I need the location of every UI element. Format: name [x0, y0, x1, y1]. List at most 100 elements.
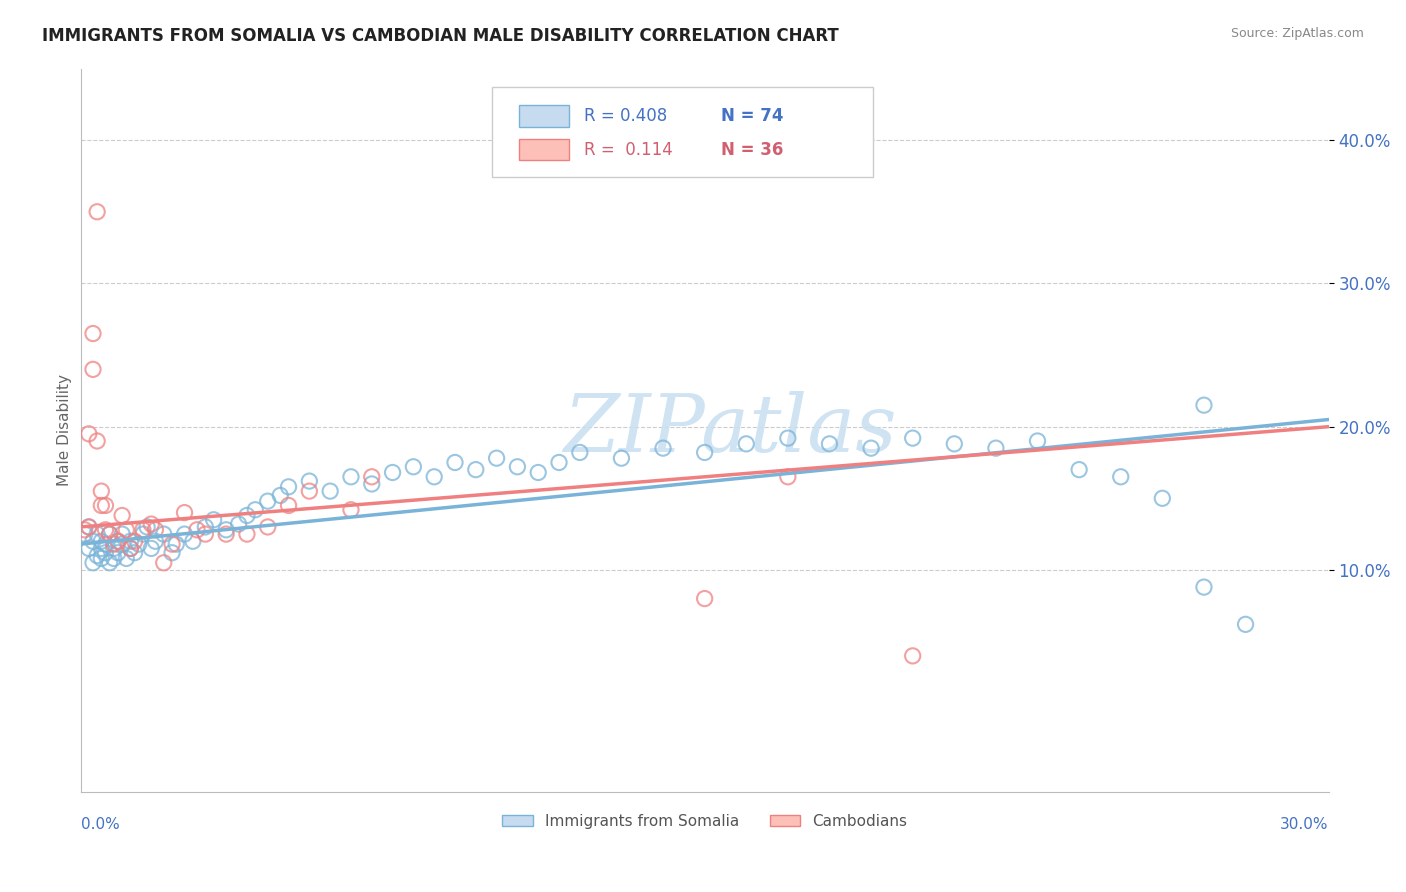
Point — [107, 534, 129, 549]
Point — [124, 546, 146, 560]
Point — [82, 326, 104, 341]
Point — [77, 520, 100, 534]
Point — [107, 534, 129, 549]
Point — [90, 534, 112, 549]
Point — [548, 455, 571, 469]
Point — [145, 534, 167, 549]
Point — [360, 477, 382, 491]
Point — [120, 541, 142, 556]
Point — [1026, 434, 1049, 448]
Point — [1069, 462, 1091, 476]
Point — [82, 534, 104, 549]
Point — [128, 537, 150, 551]
Point — [115, 551, 138, 566]
Point — [103, 541, 125, 556]
Point — [202, 513, 225, 527]
Y-axis label: Male Disability: Male Disability — [58, 375, 72, 486]
Text: N = 74: N = 74 — [721, 107, 783, 125]
Point — [77, 426, 100, 441]
Legend: Immigrants from Somalia, Cambodians: Immigrants from Somalia, Cambodians — [496, 808, 914, 835]
Point — [1192, 398, 1215, 412]
Point — [236, 508, 259, 523]
Point — [77, 541, 100, 556]
Point — [132, 527, 155, 541]
Point — [693, 591, 716, 606]
Point — [402, 459, 425, 474]
Point — [485, 451, 508, 466]
Point — [152, 527, 174, 541]
Point — [90, 499, 112, 513]
Text: R = 0.408: R = 0.408 — [583, 107, 666, 125]
Point — [901, 648, 924, 663]
Point — [984, 441, 1007, 455]
Point — [693, 445, 716, 459]
Point — [652, 441, 675, 455]
Point — [298, 474, 321, 488]
Point — [1234, 617, 1257, 632]
Point — [194, 520, 217, 534]
Point — [77, 520, 100, 534]
Point — [735, 437, 758, 451]
Point — [82, 556, 104, 570]
Point — [610, 451, 633, 466]
Point — [527, 466, 550, 480]
FancyBboxPatch shape — [519, 105, 568, 128]
Point — [111, 508, 134, 523]
Point — [256, 520, 278, 534]
Point — [256, 494, 278, 508]
Point — [160, 537, 183, 551]
Text: Source: ZipAtlas.com: Source: ZipAtlas.com — [1230, 27, 1364, 40]
Point — [82, 362, 104, 376]
Point — [181, 534, 204, 549]
Point — [94, 537, 117, 551]
Point — [1109, 470, 1132, 484]
Point — [298, 484, 321, 499]
Point — [94, 546, 117, 560]
Point — [90, 541, 112, 556]
Text: 30.0%: 30.0% — [1281, 817, 1329, 832]
Point — [141, 517, 163, 532]
Point — [145, 523, 167, 537]
Point — [464, 462, 486, 476]
FancyBboxPatch shape — [519, 138, 568, 161]
Point — [568, 445, 591, 459]
Point — [277, 499, 299, 513]
Point — [124, 534, 146, 549]
Point — [215, 527, 238, 541]
Point — [381, 466, 404, 480]
Point — [186, 523, 208, 537]
Point — [860, 441, 883, 455]
Point — [236, 527, 259, 541]
Point — [1152, 491, 1174, 506]
Point — [245, 502, 267, 516]
Point — [120, 541, 142, 556]
Point — [215, 523, 238, 537]
Point — [94, 523, 117, 537]
Point — [73, 527, 96, 541]
Point — [111, 527, 134, 541]
Point — [115, 523, 138, 537]
Point — [90, 551, 112, 566]
Point — [943, 437, 966, 451]
Point — [818, 437, 841, 451]
Point — [277, 480, 299, 494]
Point — [173, 506, 195, 520]
Text: N = 36: N = 36 — [721, 141, 783, 159]
Point — [111, 537, 134, 551]
Text: IMMIGRANTS FROM SOMALIA VS CAMBODIAN MALE DISABILITY CORRELATION CHART: IMMIGRANTS FROM SOMALIA VS CAMBODIAN MAL… — [42, 27, 839, 45]
Point — [73, 523, 96, 537]
Point — [423, 470, 446, 484]
FancyBboxPatch shape — [492, 87, 873, 177]
Point — [160, 546, 183, 560]
Point — [901, 431, 924, 445]
Point — [340, 470, 363, 484]
Point — [86, 527, 108, 541]
Point — [86, 549, 108, 563]
Point — [1192, 580, 1215, 594]
Point — [90, 484, 112, 499]
Point — [107, 546, 129, 560]
Point — [269, 488, 291, 502]
Point — [98, 527, 121, 541]
Point — [98, 556, 121, 570]
Point — [444, 455, 467, 469]
